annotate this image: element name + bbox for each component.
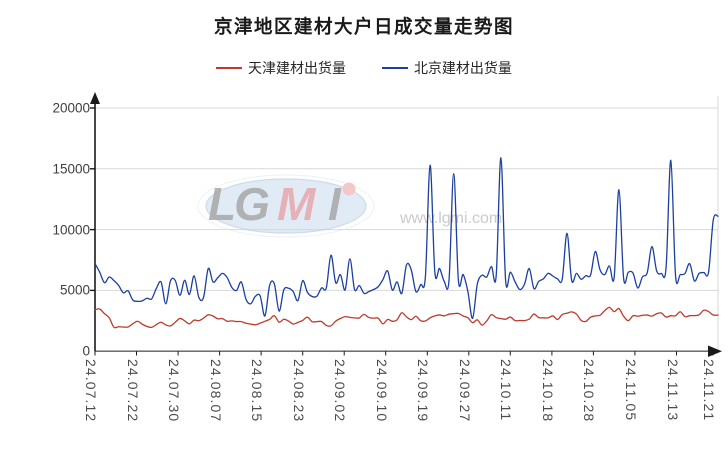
svg-text:LG: LG (208, 178, 269, 230)
svg-text:M: M (277, 178, 317, 230)
svg-text:I: I (328, 178, 342, 230)
